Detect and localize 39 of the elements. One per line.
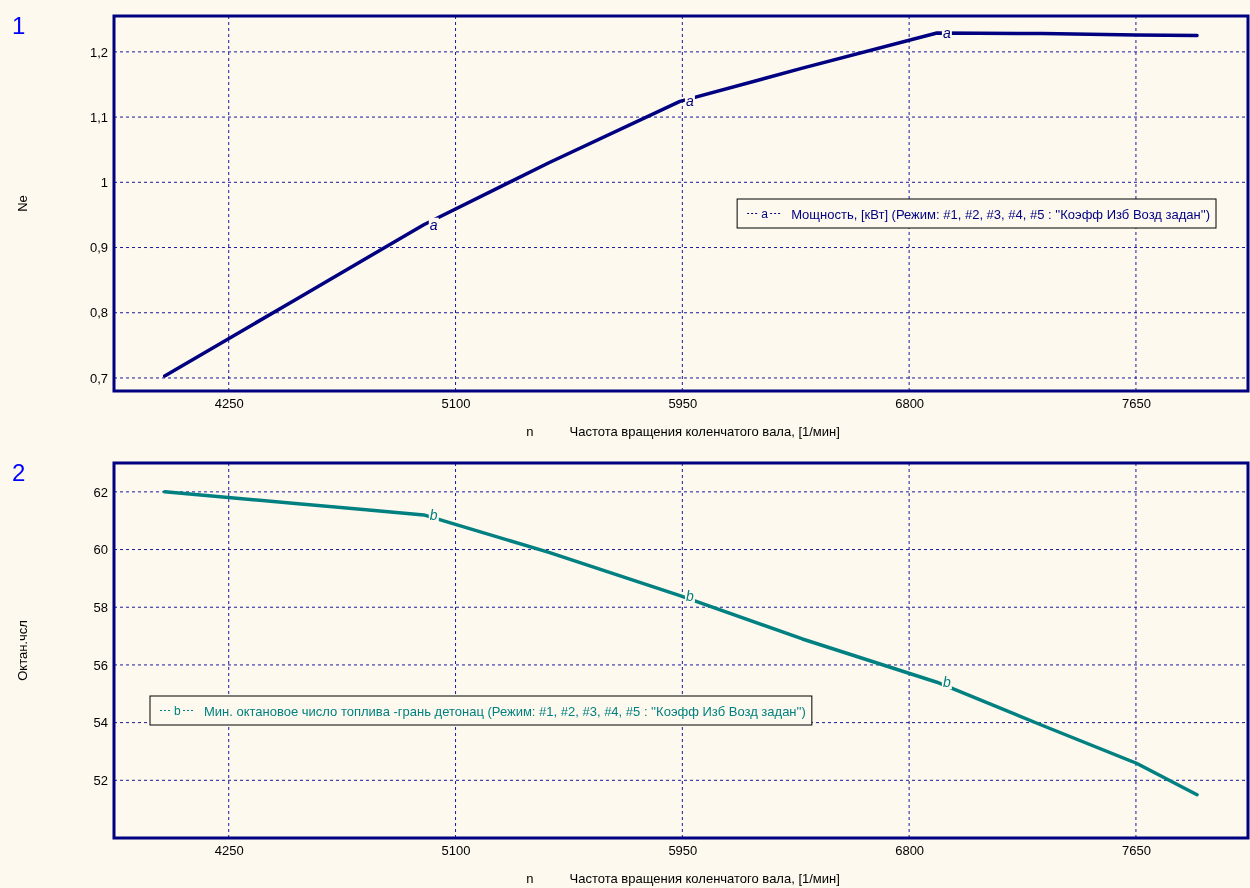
annotation: a	[429, 216, 438, 233]
y-tick-label: 54	[93, 715, 108, 731]
annotation: a	[942, 24, 951, 41]
annotation: b	[429, 506, 438, 523]
legend-label: Мин. октановое число топлива -грань детонац (Режим: #1, #2, #3, #4, #5 : ''Коэфф Изб Возд задан'')	[204, 703, 806, 719]
x-tick-label: 4250	[214, 843, 244, 859]
y-tick-label: 52	[93, 772, 108, 788]
x-tick-label: 5100	[441, 843, 471, 859]
x-tick-label: 5950	[668, 843, 698, 859]
y-tick-label: 0,7	[89, 370, 108, 386]
y-tick-label: 62	[93, 484, 108, 500]
y-tick-label: 1,1	[89, 109, 108, 125]
annotation: b	[685, 587, 694, 604]
x-tick-label: 7650	[1121, 396, 1151, 412]
text: a	[761, 206, 768, 221]
text: b	[174, 703, 181, 718]
y-tick-label: 58	[93, 599, 108, 615]
annotation: a	[685, 93, 694, 110]
x-tick-label: 6800	[895, 843, 925, 859]
chart-title: 2	[12, 459, 26, 486]
x-axis-title: n Частота вращения коленчатого вала, [1/мин]	[526, 424, 840, 439]
x-tick-label: 5100	[441, 396, 471, 412]
x-tick-label: 5950	[668, 396, 698, 412]
y-axis-title: Октан.чсл	[15, 620, 30, 681]
y-tick-label: 56	[93, 657, 108, 673]
y-tick-label: 1,2	[89, 44, 108, 60]
x-tick-label: 7650	[1121, 843, 1151, 859]
x-tick-label: 6800	[895, 396, 925, 412]
chart-title: 1	[12, 12, 26, 39]
line-series	[162, 490, 1199, 797]
y-tick-label: 1	[100, 174, 108, 190]
annotation: b	[942, 674, 951, 691]
y-axis-title: Ne	[15, 195, 30, 212]
x-tick-label: 4250	[214, 396, 244, 412]
y-tick-label: 0,8	[89, 305, 108, 321]
y-tick-label: 60	[93, 542, 108, 558]
y-tick-label: 0,9	[89, 240, 108, 256]
x-axis-title: n Частота вращения коленчатого вала, [1/мин]	[526, 871, 840, 886]
legend-label: Мощность, [кВт] (Режим: #1, #2, #3, #4, #5 : ''Коэфф Изб Возд задан'')	[791, 206, 1210, 222]
